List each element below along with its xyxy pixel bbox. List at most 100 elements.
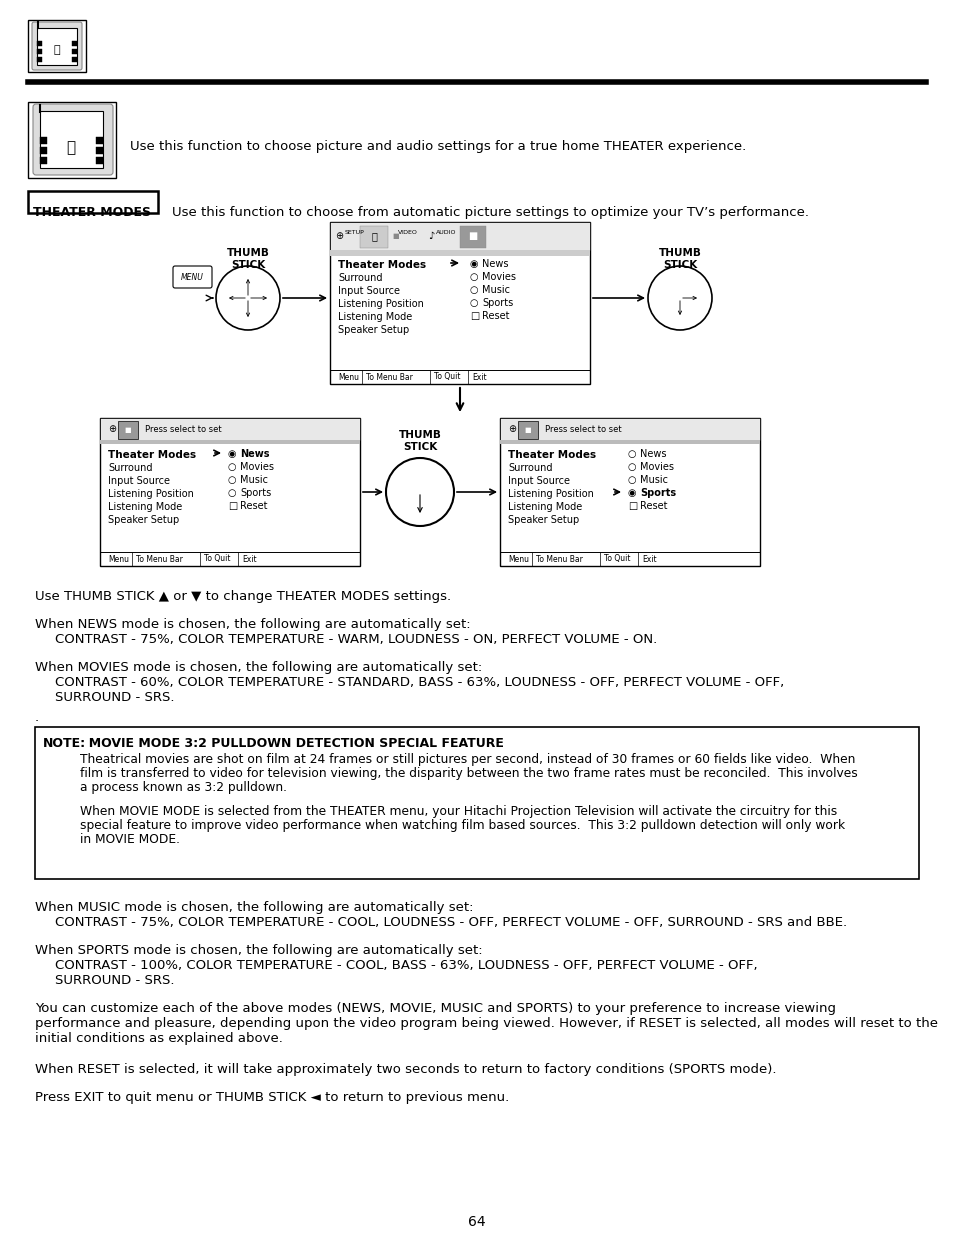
Text: 64: 64 [468,1215,485,1229]
Bar [37,49,42,54]
Text: Surround: Surround [507,463,552,473]
Text: a process known as 3:2 pulldown.: a process known as 3:2 pulldown. [80,781,287,794]
Text: NOTE:: NOTE: [43,737,86,750]
Text: Exit: Exit [641,555,656,563]
Text: ⊕: ⊕ [108,424,116,433]
Text: AUDIO: AUDIO [436,230,456,235]
Text: When MOVIES mode is chosen, the following are automatically set:: When MOVIES mode is chosen, the followin… [35,661,482,674]
Text: 👤: 👤 [371,231,376,241]
Text: When MOVIE MODE is selected from the THEATER menu, your Hitachi Projection Telev: When MOVIE MODE is selected from the THE… [80,805,837,818]
Bar [40,147,47,154]
Text: Exit: Exit [242,555,256,563]
Bar [499,440,760,445]
Bar [71,49,77,54]
Text: SETUP: SETUP [345,230,364,235]
Text: Music: Music [481,285,510,295]
Text: News: News [639,450,666,459]
Text: News: News [240,450,269,459]
Text: THUMB: THUMB [226,248,269,258]
Text: ○: ○ [627,450,636,459]
Text: SURROUND - SRS.: SURROUND - SRS. [55,974,174,987]
Circle shape [647,266,711,330]
Text: Theater Modes: Theater Modes [507,450,596,459]
Text: STICK: STICK [662,261,697,270]
Text: ○: ○ [470,285,478,295]
Text: Sports: Sports [481,298,513,308]
Text: To Quit: To Quit [603,555,630,563]
Text: Theater Modes: Theater Modes [108,450,196,459]
Text: ○: ○ [470,298,478,308]
Text: Use this function to choose picture and audio settings for a true home THEATER e: Use this function to choose picture and … [130,140,745,153]
Text: Use THUMB STICK ▲ or ▼ to change THEATER MODES settings.: Use THUMB STICK ▲ or ▼ to change THEATER… [35,590,451,603]
Text: performance and pleasure, depending upon the video program being viewed. However: performance and pleasure, depending upon… [35,1016,937,1030]
Text: ○: ○ [627,475,636,485]
Text: Theatrical movies are shot on film at 24 frames or still pictures per second, in: Theatrical movies are shot on film at 24… [80,753,855,766]
Text: THUMB: THUMB [658,248,700,258]
Text: Music: Music [240,475,268,485]
Bar [96,137,103,144]
Text: Reset: Reset [240,501,267,511]
Text: CONTRAST - 100%, COLOR TEMPERATURE - COOL, BASS - 63%, LOUDNESS - OFF, PERFECT V: CONTRAST - 100%, COLOR TEMPERATURE - COO… [55,960,757,972]
Text: ■: ■ [468,231,477,241]
Bar [40,137,47,144]
Text: ♪: ♪ [428,231,434,241]
Bar [330,249,589,256]
Text: Listening Mode: Listening Mode [337,312,412,322]
Text: To Menu Bar: To Menu Bar [136,555,183,563]
Text: Surround: Surround [108,463,152,473]
Bar [359,226,388,248]
Bar [40,111,103,168]
Text: Music: Music [639,475,667,485]
Text: ■: ■ [392,233,398,240]
Text: 🐎: 🐎 [53,44,60,56]
Text: CONTRAST - 75%, COLOR TEMPERATURE - COOL, LOUDNESS - OFF, PERFECT VOLUME - OFF, : CONTRAST - 75%, COLOR TEMPERATURE - COOL… [55,916,846,929]
Text: When NEWS mode is chosen, the following are automatically set:: When NEWS mode is chosen, the following … [35,618,470,631]
Bar [499,417,760,566]
Bar [28,20,86,72]
Text: □: □ [228,501,237,511]
Text: ○: ○ [228,462,236,472]
Text: ⊕: ⊕ [335,231,343,241]
Circle shape [386,458,454,526]
Text: ◉: ◉ [470,259,478,269]
Text: To Quit: To Quit [434,373,460,382]
Text: Input Source: Input Source [507,475,569,487]
Text: Movies: Movies [240,462,274,472]
Text: Speaker Setup: Speaker Setup [337,325,409,335]
FancyBboxPatch shape [33,104,112,175]
Text: Exit: Exit [472,373,486,382]
Text: Movies: Movies [639,462,673,472]
Text: ■: ■ [524,427,531,433]
Bar [100,417,359,566]
Text: VIDEO: VIDEO [397,230,417,235]
Text: Menu: Menu [507,555,529,563]
FancyBboxPatch shape [32,22,82,70]
Text: Reset: Reset [481,311,509,321]
Text: CONTRAST - 60%, COLOR TEMPERATURE - STANDARD, BASS - 63%, LOUDNESS - OFF, PERFEC: CONTRAST - 60%, COLOR TEMPERATURE - STAN… [55,676,783,689]
Text: Sports: Sports [240,488,271,498]
FancyBboxPatch shape [172,266,212,288]
Bar [96,157,103,164]
Bar [37,57,42,62]
Text: Reset: Reset [639,501,667,511]
Bar [37,41,42,46]
Text: ◉: ◉ [228,450,236,459]
Text: STICK: STICK [231,261,265,270]
Text: When RESET is selected, it will take approximately two seconds to return to fact: When RESET is selected, it will take app… [35,1063,776,1076]
Text: ○: ○ [228,475,236,485]
Text: Use this function to choose from automatic picture settings to optimize your TV’: Use this function to choose from automat… [172,206,808,219]
Text: You can customize each of the above modes (NEWS, MOVIE, MUSIC and SPORTS) to you: You can customize each of the above mode… [35,1002,835,1015]
Text: MENU: MENU [180,273,203,282]
Text: Movies: Movies [481,272,516,282]
Text: 🐎: 🐎 [67,141,75,156]
Text: Listening Mode: Listening Mode [108,501,182,513]
Text: Speaker Setup: Speaker Setup [108,515,179,525]
Text: To Menu Bar: To Menu Bar [366,373,413,382]
Text: Theater Modes: Theater Modes [337,261,426,270]
Text: MOVIE MODE 3:2 PULLDOWN DETECTION SPECIAL FEATURE: MOVIE MODE 3:2 PULLDOWN DETECTION SPECIA… [80,737,503,750]
Text: Listening Mode: Listening Mode [507,501,581,513]
Text: ○: ○ [470,272,478,282]
Bar [71,57,77,62]
Text: Listening Position: Listening Position [108,489,193,499]
Text: Menu: Menu [108,555,129,563]
